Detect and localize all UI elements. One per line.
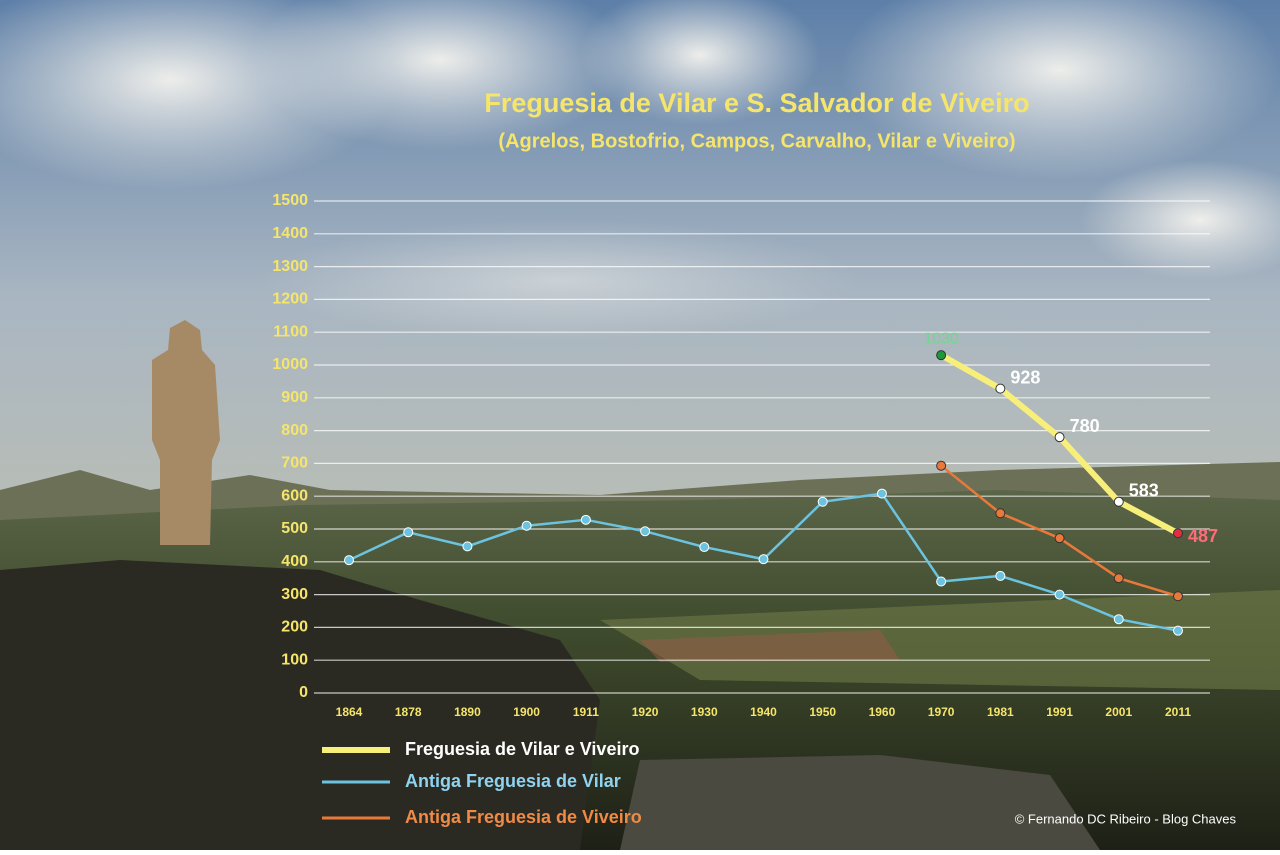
data-point bbox=[344, 555, 355, 566]
data-point bbox=[995, 508, 1006, 519]
data-point bbox=[640, 526, 651, 537]
data-point bbox=[1054, 432, 1065, 443]
data-point bbox=[995, 383, 1006, 394]
x-tick-label: 1981 bbox=[987, 705, 1014, 719]
data-point bbox=[1113, 573, 1124, 584]
y-tick-label: 500 bbox=[281, 520, 308, 537]
data-point bbox=[403, 527, 414, 538]
x-tick-label: 1991 bbox=[1046, 705, 1073, 719]
x-tick-label: 1970 bbox=[928, 705, 955, 719]
grid bbox=[314, 200, 1210, 694]
x-tick-label: 1900 bbox=[513, 705, 540, 719]
data-point bbox=[995, 570, 1006, 581]
y-tick-label: 300 bbox=[281, 586, 308, 603]
data-point bbox=[462, 541, 473, 552]
x-tick-label: 1930 bbox=[691, 705, 718, 719]
data-point bbox=[936, 460, 947, 471]
x-tick-label: 1960 bbox=[869, 705, 896, 719]
chart-title: Freguesia de Vilar e S. Salvador de Vive… bbox=[484, 88, 1029, 118]
data-point bbox=[699, 542, 710, 553]
y-tick-label: 1300 bbox=[272, 258, 308, 275]
y-tick-label: 1200 bbox=[272, 291, 308, 308]
x-tick-label: 1864 bbox=[336, 705, 363, 719]
y-tick-label: 1500 bbox=[272, 192, 308, 209]
x-tick-label: 1950 bbox=[809, 705, 836, 719]
data-point bbox=[758, 554, 769, 565]
data-label: 780 bbox=[1070, 416, 1100, 436]
y-tick-label: 200 bbox=[281, 619, 308, 636]
data-label: 1030 bbox=[923, 330, 959, 347]
x-tick-label: 1890 bbox=[454, 705, 481, 719]
data-point bbox=[936, 576, 947, 587]
data-point bbox=[1172, 591, 1183, 602]
legend-label: Freguesia de Vilar e Viveiro bbox=[405, 739, 639, 759]
data-label: 583 bbox=[1129, 481, 1159, 501]
data-point bbox=[1054, 533, 1065, 544]
y-tick-label: 700 bbox=[281, 455, 308, 472]
data-point bbox=[1113, 496, 1124, 507]
credit: © Fernando DC Ribeiro - Blog Chaves bbox=[1015, 811, 1237, 826]
y-tick-label: 0 bbox=[299, 684, 308, 701]
data-label: 928 bbox=[1010, 367, 1040, 387]
y-tick-label: 400 bbox=[281, 553, 308, 570]
data-point bbox=[817, 496, 828, 507]
data-point bbox=[1172, 528, 1183, 539]
y-tick-label: 1000 bbox=[272, 356, 308, 373]
legend-label: Antiga Freguesia de Viveiro bbox=[405, 807, 642, 827]
data-point bbox=[521, 520, 532, 531]
x-tick-label: 2001 bbox=[1105, 705, 1132, 719]
x-tick-label: 1940 bbox=[750, 705, 777, 719]
x-tick-label: 2011 bbox=[1165, 705, 1191, 719]
data-point bbox=[936, 350, 947, 361]
data-point bbox=[580, 514, 591, 525]
data-point bbox=[1172, 625, 1183, 636]
chart-subtitle: (Agrelos, Bostofrio, Campos, Carvalho, V… bbox=[498, 130, 1015, 152]
data-point bbox=[876, 488, 887, 499]
data-label: 487 bbox=[1188, 526, 1218, 546]
x-tick-label: 1878 bbox=[395, 705, 422, 719]
y-tick-label: 1400 bbox=[272, 225, 308, 242]
x-tick-label: 1920 bbox=[632, 705, 659, 719]
y-tick-label: 100 bbox=[281, 651, 308, 668]
x-tick-label: 1911 bbox=[573, 705, 599, 719]
y-tick-label: 600 bbox=[281, 487, 308, 504]
plot: 1030 928 780 583 487 bbox=[344, 330, 1218, 636]
y-tick-label: 800 bbox=[281, 422, 308, 439]
y-tick-label: 900 bbox=[281, 389, 308, 406]
data-point bbox=[1054, 589, 1065, 600]
data-point bbox=[1113, 614, 1124, 625]
y-tick-label: 1100 bbox=[273, 323, 308, 340]
legend-label: Antiga Freguesia de Vilar bbox=[405, 771, 621, 791]
